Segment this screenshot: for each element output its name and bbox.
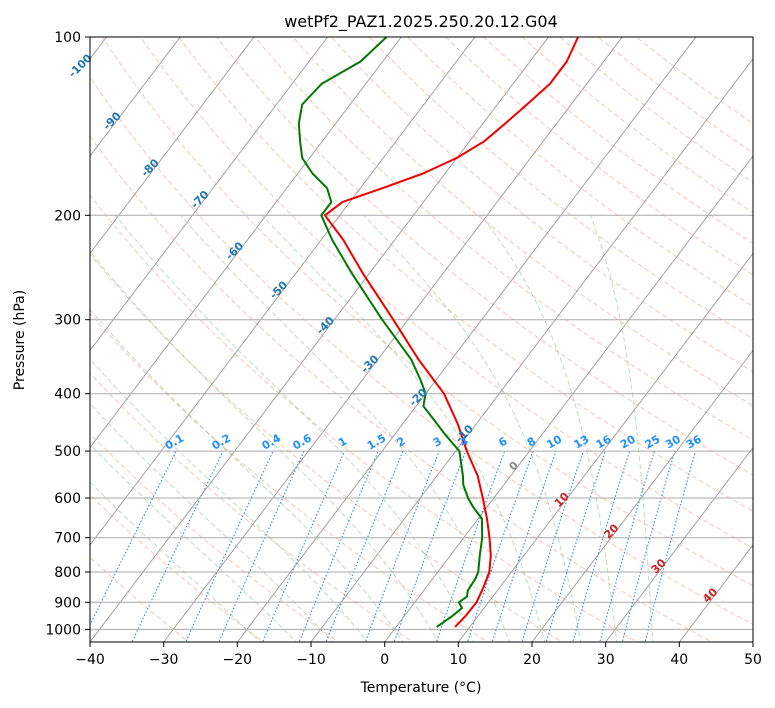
moist-adiabat <box>363 214 582 642</box>
mixing-ratio-line <box>521 450 584 642</box>
isotherm-line <box>605 446 753 642</box>
isotherm-line <box>678 544 753 642</box>
moist-adiabat <box>589 215 654 642</box>
mixing-ratio-line <box>90 450 177 627</box>
mixing-ratio-line <box>599 450 655 642</box>
moist-adiabat <box>115 214 475 642</box>
y-axis: 100 200 300 400 500 600 700 800 900 1000 <box>45 30 90 638</box>
mixing-ratio-line <box>218 450 305 642</box>
y-tick-label: 900 <box>54 595 81 611</box>
x-axis: −40 −30 −20 −10 0 10 20 30 40 50 <box>75 642 762 668</box>
isotherm-line <box>90 37 402 449</box>
y-tick-label: 300 <box>54 313 81 329</box>
moist-adiabat <box>261 214 546 642</box>
moist-adiabat <box>480 215 618 642</box>
isotherm-line <box>90 37 255 255</box>
plot-frame <box>89 36 754 643</box>
isotherm-line <box>310 58 753 642</box>
y-tick-label: 500 <box>54 444 81 460</box>
x-tick-label: −40 <box>75 652 105 668</box>
mixing-ratio-line <box>545 450 606 642</box>
mixing-ratio-line <box>325 450 404 642</box>
x-tick-label: −30 <box>149 652 179 668</box>
dry-adiabat <box>139 37 753 549</box>
x-tick-label: −10 <box>296 652 326 668</box>
isotherm-line <box>90 37 181 157</box>
x-tick-label: 20 <box>523 652 541 668</box>
x-axis-label: Temperature (°C) <box>360 680 482 696</box>
mixing-ratio-line <box>621 450 676 642</box>
mixing-ratio-line <box>262 450 345 642</box>
isotherm-line <box>384 155 753 642</box>
isotherm-line <box>90 37 476 546</box>
dry-adiabat <box>406 37 753 308</box>
dry-adiabat <box>330 37 753 373</box>
mixing-ratio-line <box>572 450 631 642</box>
mixing-ratio-line <box>298 450 379 642</box>
chart-title: wetPf2_PAZ1.2025.250.20.12.G04 <box>284 12 558 32</box>
x-tick-label: 10 <box>449 652 467 668</box>
mixing-ratio-line <box>185 450 274 642</box>
x-tick-label: −20 <box>223 652 253 668</box>
mixing-ratio-line <box>364 450 440 642</box>
temperature-profile-line <box>324 37 580 628</box>
isotherm-line <box>531 349 753 642</box>
mixing-ratio-line <box>435 450 506 642</box>
y-tick-label: 400 <box>54 387 81 403</box>
dewpoint-profile-line <box>297 37 484 628</box>
isotherm-line <box>90 37 329 352</box>
dry-adiabat <box>101 37 753 587</box>
background-lines <box>90 37 753 642</box>
isotherm-line <box>163 37 623 642</box>
y-tick-label: 200 <box>54 208 81 224</box>
moist-adiabat <box>90 443 298 642</box>
dry-adiabat <box>216 37 753 476</box>
y-tick-label: 100 <box>54 30 81 46</box>
y-tick-label: 700 <box>54 531 81 547</box>
y-tick-label: 600 <box>54 491 81 507</box>
y-tick-label: 800 <box>54 565 81 581</box>
dry-adiabat <box>254 37 753 441</box>
moist-adiabat <box>180 214 510 642</box>
isotherm-line <box>90 37 550 642</box>
dry-adiabat <box>90 135 713 642</box>
y-axis-label: Pressure (hPa) <box>12 290 28 390</box>
isotherm-line <box>236 37 697 642</box>
isotherm-line <box>457 252 753 642</box>
x-tick-label: 30 <box>597 652 615 668</box>
x-tick-label: 40 <box>670 652 688 668</box>
moist-adiabat <box>90 250 440 642</box>
dry-adiabat <box>177 37 753 512</box>
mixing-ratio-line <box>393 450 467 642</box>
y-tick-label: 1000 <box>45 622 81 638</box>
mixing-ratio-line <box>491 450 557 642</box>
moist-adiabat <box>90 481 261 642</box>
x-tick-label: 0 <box>380 652 389 668</box>
mixing-ratio-line <box>644 450 697 642</box>
moist-adiabat <box>90 308 404 642</box>
moist-adiabat <box>90 358 369 642</box>
moist-adiabat <box>90 403 333 642</box>
data-lines <box>297 37 580 628</box>
x-tick-label: 50 <box>744 652 762 668</box>
